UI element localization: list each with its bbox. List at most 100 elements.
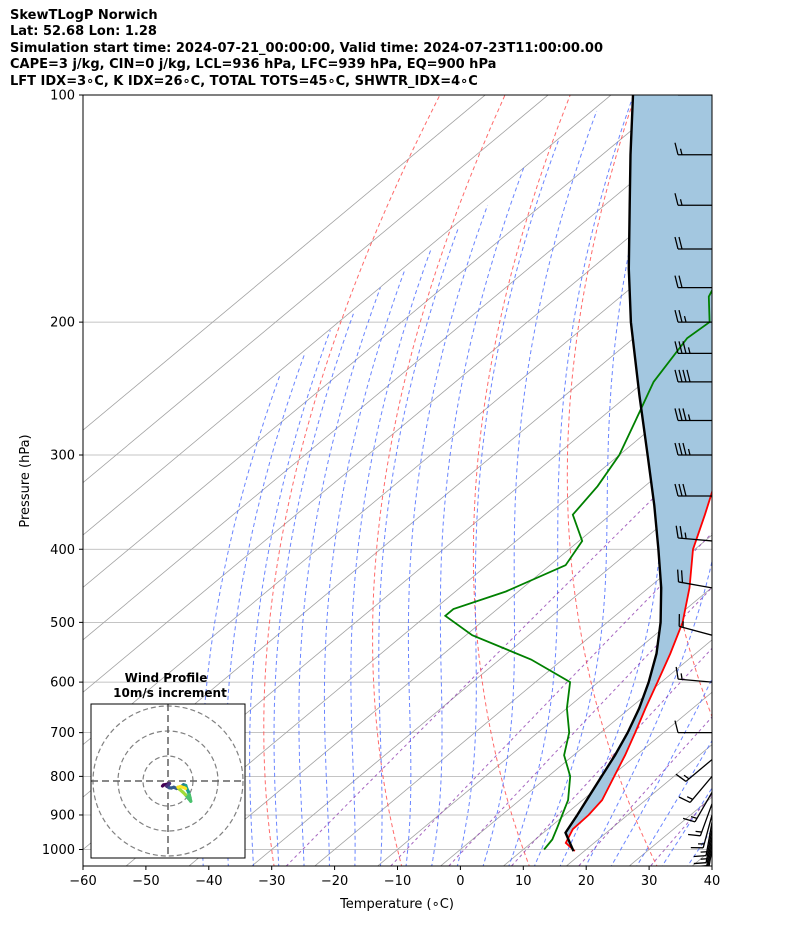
mixing-ratio-line [285, 454, 698, 866]
wind-barb [708, 849, 712, 866]
moist-adiabat [431, 167, 525, 866]
wind-barb [690, 814, 712, 849]
barb-flag [688, 833, 701, 837]
isotherm [745, 42, 794, 875]
wind-barb [674, 442, 712, 456]
wind-barb [693, 822, 712, 858]
barb-shaft [689, 775, 712, 803]
y-tick-label: 400 [50, 543, 75, 558]
barb-flag [674, 275, 679, 288]
moist-adiabat [298, 287, 381, 866]
dry-adiabat [566, 95, 658, 866]
barb-shaft [685, 759, 712, 782]
inset-subtitle: 10m/s increment [113, 686, 227, 700]
wind-barb [674, 720, 712, 734]
inset-frame [90, 703, 246, 859]
barb-flag [682, 483, 687, 497]
wind-barb [674, 483, 712, 497]
barb-flag [674, 369, 679, 383]
y-tick-label: 300 [50, 448, 75, 463]
mixing-ratio-line [510, 647, 712, 866]
barb-flag [674, 341, 679, 354]
isotherm [83, 95, 486, 431]
barb-flag [678, 796, 691, 804]
moist-adiabat [661, 787, 712, 866]
barb-shaft [705, 822, 712, 856]
barb-flag [682, 408, 687, 421]
barb-flag [674, 483, 679, 497]
barb-half-flag [680, 673, 683, 680]
wind-barb [674, 341, 712, 355]
barb-half-flag [687, 347, 691, 354]
barb-half-flag [695, 830, 702, 833]
barb-shaft [702, 814, 712, 848]
wind-barb [682, 792, 712, 823]
x-tick-label: 10 [515, 874, 532, 889]
barb-flag [678, 236, 683, 250]
barb-flag [677, 95, 678, 96]
barb-half-flag [683, 774, 690, 780]
isotherm [377, 586, 712, 866]
hodograph-segment [182, 786, 188, 791]
wind-barb [693, 829, 712, 865]
wind-barb [674, 408, 712, 422]
wind-barb [676, 569, 712, 589]
moist-adiabat [323, 268, 406, 866]
inset-title: Wind Profile [125, 671, 208, 685]
wind-barb [674, 236, 712, 250]
isotherm [439, 639, 712, 866]
dry-adiabat [472, 95, 571, 866]
y-tick-label: 800 [50, 770, 75, 785]
barb-flag [675, 773, 687, 782]
barb-flag [682, 369, 687, 383]
barb-flag [682, 341, 687, 354]
barb-flag [693, 855, 707, 858]
x-tick-label: −50 [132, 874, 159, 889]
barb-flag [674, 142, 679, 155]
temperature-line [564, 489, 712, 852]
dewpoint-line [443, 288, 712, 851]
x-tick-label: 30 [641, 874, 658, 889]
cape-fill [565, 95, 712, 852]
wind-barb [707, 842, 712, 866]
indices-line: LFT IDX=3∘C, K IDX=26∘C, TOTAL TOTS=45∘C… [10, 73, 478, 89]
barb-shaft [678, 537, 712, 542]
barb-flag [678, 483, 683, 497]
parcel-line [564, 95, 663, 852]
x-tick-label: 20 [578, 874, 595, 889]
axes: −60 −50 −40 −30 −20 −10 0 10 20 30 40 1000 900 800 700… [42, 89, 720, 890]
mixing-ratio-line [578, 716, 712, 866]
barb-half-flag [687, 414, 691, 421]
barb-shaft [708, 849, 712, 866]
x-tick-label: 40 [704, 874, 721, 889]
barb-shaft [678, 678, 712, 683]
wind-barb [678, 614, 712, 636]
wind-barb [674, 309, 712, 323]
barb-flag [676, 569, 680, 582]
wind-barb [674, 193, 712, 206]
isotherm [502, 691, 712, 866]
wind-barb [674, 142, 712, 156]
wind-barb [675, 525, 712, 542]
moist-adiabat [405, 205, 488, 866]
time-line: Simulation start time: 2024-07-21_00:00:… [10, 40, 603, 56]
chart-title: SkewTLogP Norwich [10, 8, 158, 23]
wind-barb [688, 803, 712, 837]
x-tick-label: −30 [258, 874, 285, 889]
y-tick-label: 500 [50, 616, 75, 631]
barb-half-flag [679, 148, 683, 155]
moist-adiabat [559, 97, 712, 866]
moist-adiabat [224, 353, 306, 866]
wind-profile-inset: Wind Profile 10m/s increment [90, 671, 246, 859]
x-tick-label: −40 [195, 874, 222, 889]
moist-adiabat [456, 140, 559, 866]
moist-adiabat [249, 330, 331, 866]
barb-flag [674, 720, 679, 733]
barb-shaft [694, 792, 712, 823]
wind-barbs [674, 95, 712, 866]
barb-flag [675, 525, 679, 539]
wind-barb [675, 666, 712, 683]
barb-half-flag [684, 532, 687, 539]
isotherm [83, 95, 612, 536]
